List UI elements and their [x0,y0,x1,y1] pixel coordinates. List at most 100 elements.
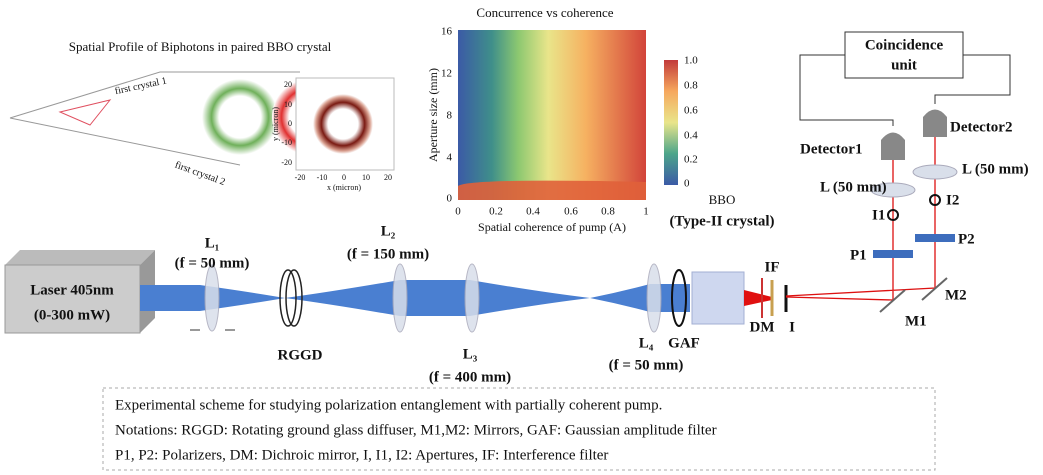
rggd [285,269,303,327]
i-label: I [789,319,795,335]
laser-label: Laser 405nm [30,282,114,298]
caption-line: Experimental scheme for studying polariz… [115,397,662,413]
l4-focal: (f = 50 mm) [609,357,684,373]
detector2 [923,109,947,137]
i1-label: I1 [872,207,885,223]
aperture-i1 [887,209,899,221]
colorbar-tick: 1.0 [684,55,698,67]
x-tick: 0 [455,206,461,218]
dm-label: DM [750,319,775,335]
colorbar-tick: 0.8 [684,80,698,92]
detector1-label: Detector1 [800,141,862,157]
polarizer-p1 [873,250,913,258]
aperture-i2 [929,194,941,206]
inset-xlabel: x (micron) [327,183,361,192]
l1-focal: (f = 50 mm) [175,255,250,271]
l3-label: L₃ [463,346,478,362]
green-ring [202,79,278,155]
plane-mark [58,99,112,126]
l1-label: L₁ [205,235,220,251]
lens-l4 [646,263,662,333]
l4-label: L₄ [639,335,654,351]
bbo-type: (Type-II crystal) [669,213,774,229]
inset-xtick: -20 [295,173,306,182]
downconverted-cone [744,290,772,306]
laser-top [5,250,155,265]
heatmap-ylabel: Aperture size (mm) [426,68,440,162]
caption-line: P1, P2: Polarizers, DM: Dichroic mirror,… [115,447,608,463]
y-tick: 0 [447,193,453,205]
inset-ytick: -20 [281,158,292,167]
pump-beam [140,280,690,316]
caption-box [102,387,936,471]
if-label: IF [765,259,780,275]
coincidence-box [844,31,964,79]
heatmap [458,30,646,200]
inset-ytick: 10 [284,100,292,109]
colorbar-tick: 0.2 [684,154,698,166]
rggd-label: RGGD [278,347,323,363]
colorbar [664,60,678,185]
x-tick: 0.4 [526,206,540,218]
gaf-label: GAF [668,335,700,351]
lens-l1 [204,264,220,332]
x-tick: 0.6 [564,206,578,218]
crystal1-label: first crystal 1 [114,75,168,97]
profile-title: Spatial Profile of Biphotons in paired B… [69,39,332,54]
inset-ytick: 20 [284,80,292,89]
colorbar-tick: 0.4 [684,130,698,142]
gaf [671,269,687,327]
colorbar-tick: 0.6 [684,105,698,117]
plane [9,71,300,166]
inset-ring [313,94,373,154]
rggd [279,269,297,327]
x-tick: 0.8 [601,206,615,218]
lens-right [912,164,958,180]
polarizer-p2 [915,234,955,242]
p1-label: P1 [850,247,867,263]
colorbar-tick: 0 [684,178,690,190]
inset-xtick: -10 [317,173,328,182]
m1-label: M1 [905,313,927,329]
bbo-crystal [691,271,745,325]
laser-body [4,264,141,334]
y-tick: 16 [441,26,453,38]
lens-l3 [464,263,480,333]
inset-xtick: 10 [362,173,370,182]
l-left-label: L (50 mm) [820,179,887,195]
inset-ylabel: y (micron) [271,107,280,141]
i2-label: I2 [946,192,959,208]
x-tick: 0.2 [489,206,503,218]
heatmap-strip [458,180,646,200]
l2-label: L₂ [381,223,396,239]
p2-label: P2 [958,231,975,247]
y-tick: 12 [441,68,452,80]
l2-focal: (f = 150 mm) [347,246,429,262]
l-right-label: L (50 mm) [962,161,1029,177]
mirror-m2 [921,277,948,301]
inset-xtick: 0 [342,173,346,182]
mirror-m1 [879,289,906,313]
heatmap-title: Concurrence vs coherence [476,5,613,20]
wires [799,54,1011,126]
detector1 [881,132,905,160]
y-tick: 4 [447,152,453,164]
unit-label: unit [891,57,917,73]
coincidence-label: Coincidence [865,37,944,53]
bbo-label: BBO [709,192,736,207]
detector2-label: Detector2 [950,119,1012,135]
heatmap-xlabel: Spatial coherence of pump (A) [478,220,626,234]
lens-left [870,182,916,198]
inset-ytick: 0 [288,119,292,128]
lens-l2 [392,263,408,333]
crystal2-label: first crystal 2 [173,160,226,188]
inset-xtick: 20 [384,173,392,182]
m2-label: M2 [945,287,967,303]
x-tick: 1 [643,206,649,218]
inset-ytick: -10 [281,138,292,147]
caption-line: Notations: RGGD: Rotating ground glass d… [115,422,717,438]
y-tick: 8 [447,110,453,122]
